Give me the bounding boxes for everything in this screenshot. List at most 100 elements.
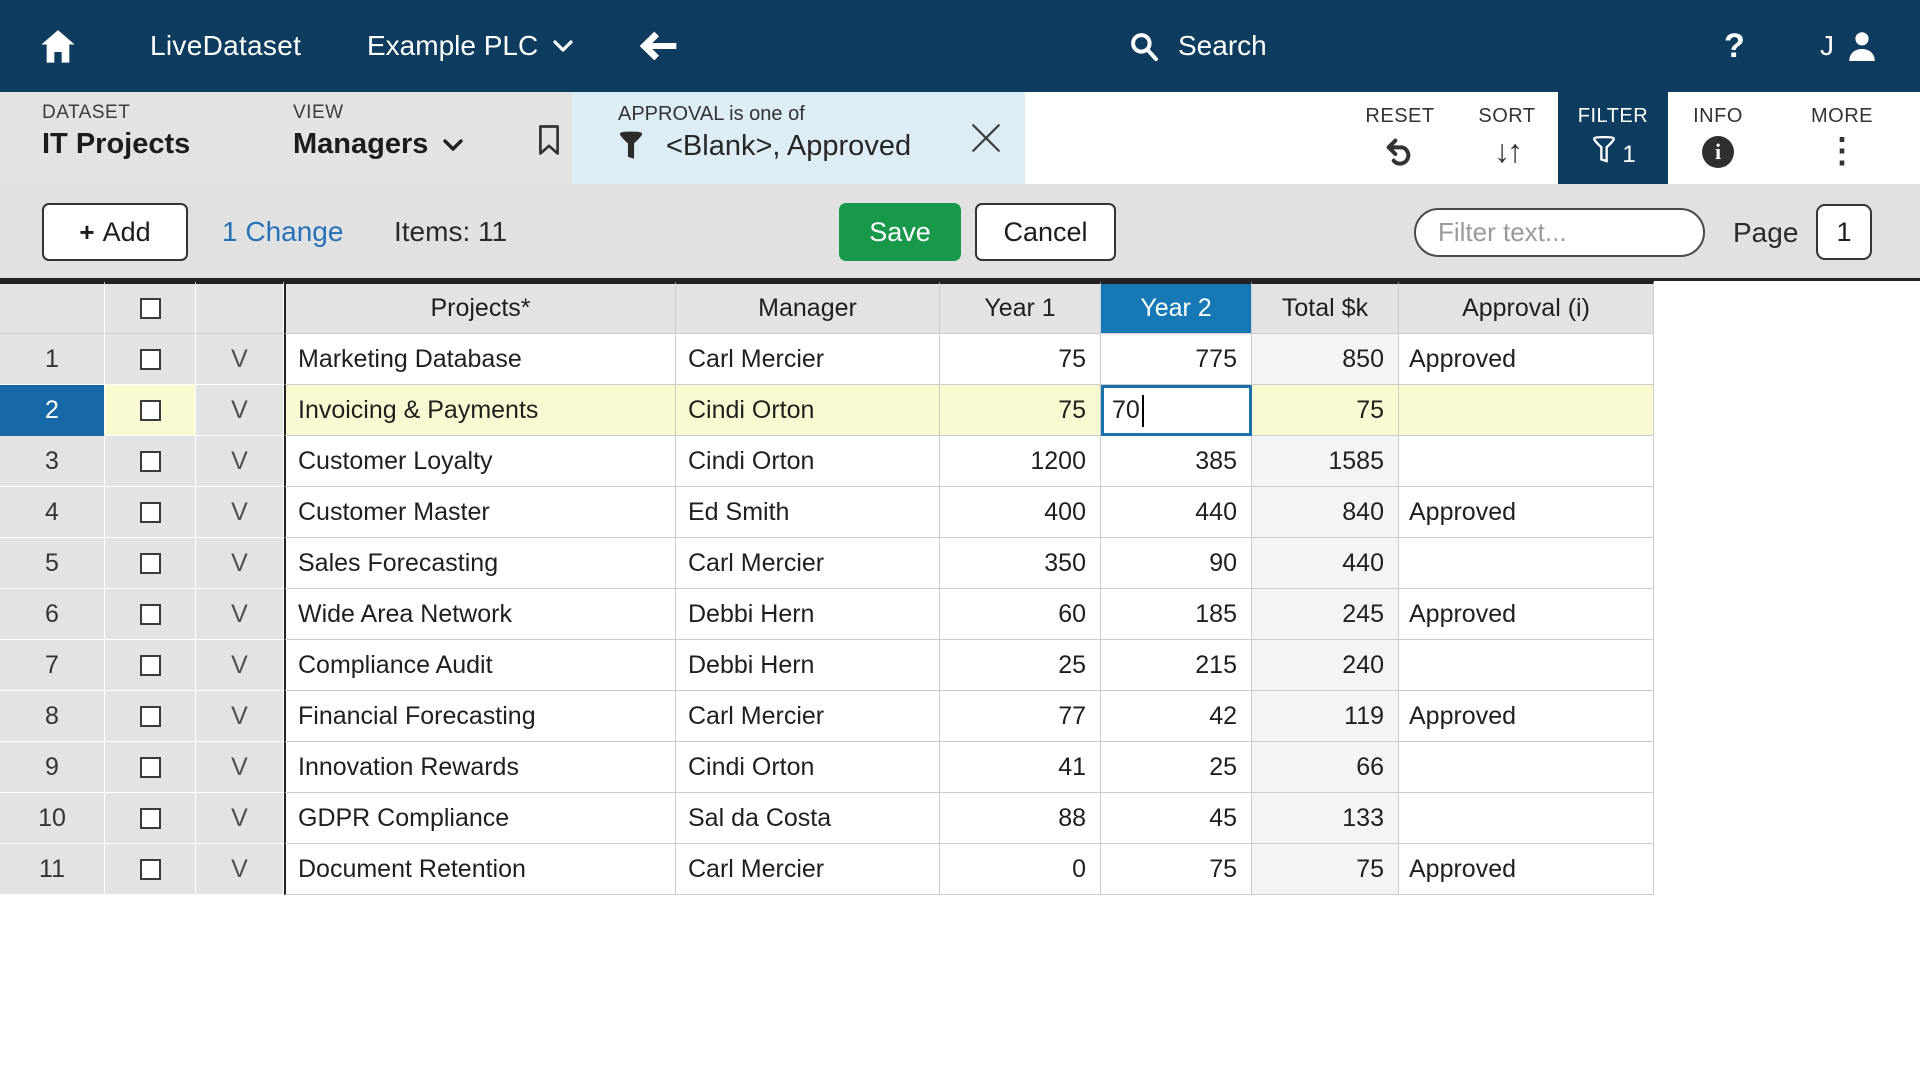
filter-text-input[interactable] (1414, 208, 1705, 257)
row-number-cell[interactable]: 8 (0, 691, 105, 742)
row-number-cell[interactable]: 9 (0, 742, 105, 793)
filter-remove-button[interactable] (962, 114, 1010, 162)
cell-manager[interactable]: Cindi Orton (676, 742, 940, 793)
cell-year1[interactable]: 60 (940, 589, 1101, 640)
cell-year2[interactable]: 45 (1101, 793, 1252, 844)
row-checkbox-cell[interactable] (105, 538, 196, 589)
cell-approval[interactable]: Approved (1399, 844, 1654, 895)
column-header-total[interactable]: Total $k (1252, 281, 1399, 334)
row-v-cell[interactable]: V (196, 640, 284, 691)
cell-project[interactable]: GDPR Compliance (284, 793, 676, 844)
column-header-projects[interactable]: Projects* (284, 281, 676, 334)
cell-project[interactable]: Financial Forecasting (284, 691, 676, 742)
row-v-cell[interactable]: V (196, 487, 284, 538)
row-checkbox[interactable] (139, 552, 161, 574)
row-number-cell[interactable]: 4 (0, 487, 105, 538)
user-menu[interactable]: J (1820, 0, 1880, 92)
row-v-cell[interactable]: V (196, 385, 284, 436)
cell-year1[interactable]: 41 (940, 742, 1101, 793)
info-button[interactable]: INFO i (1668, 92, 1768, 184)
cell-year2[interactable]: 440 (1101, 487, 1252, 538)
cell-year2[interactable]: 90 (1101, 538, 1252, 589)
cell-year2[interactable]: 215 (1101, 640, 1252, 691)
save-button[interactable]: Save (839, 203, 961, 261)
more-button[interactable]: MORE ⋮ (1792, 92, 1892, 184)
filter-chip-value-row[interactable]: <Blank>, Approved (618, 130, 911, 163)
cell-approval[interactable] (1399, 793, 1654, 844)
back-arrow-icon[interactable] (638, 0, 678, 92)
cell-manager[interactable]: Sal da Costa (676, 793, 940, 844)
row-v-cell[interactable]: V (196, 538, 284, 589)
column-header-approval[interactable]: Approval (i) (1399, 281, 1654, 334)
cell-year1[interactable]: 77 (940, 691, 1101, 742)
cell-manager[interactable]: Carl Mercier (676, 691, 940, 742)
cell-project[interactable]: Innovation Rewards (284, 742, 676, 793)
row-checkbox[interactable] (139, 756, 161, 778)
cell-approval[interactable]: Approved (1399, 487, 1654, 538)
cell-project[interactable]: Marketing Database (284, 334, 676, 385)
column-header-year1[interactable]: Year 1 (940, 281, 1101, 334)
row-checkbox-cell[interactable] (105, 844, 196, 895)
bookmark-icon[interactable] (536, 124, 562, 156)
row-number-cell[interactable]: 1 (0, 334, 105, 385)
row-v-cell[interactable]: V (196, 691, 284, 742)
row-checkbox-cell[interactable] (105, 691, 196, 742)
row-number-cell[interactable]: 11 (0, 844, 105, 895)
cell-approval[interactable] (1399, 436, 1654, 487)
cell-project[interactable]: Document Retention (284, 844, 676, 895)
cell-year2[interactable]: 25 (1101, 742, 1252, 793)
cell-manager[interactable]: Cindi Orton (676, 436, 940, 487)
cell-year1[interactable]: 350 (940, 538, 1101, 589)
row-checkbox[interactable] (139, 399, 161, 421)
row-number-cell[interactable]: 5 (0, 538, 105, 589)
cell-project[interactable]: Invoicing & Payments (284, 385, 676, 436)
cell-year1[interactable]: 75 (940, 385, 1101, 436)
row-checkbox[interactable] (139, 807, 161, 829)
cell-manager[interactable]: Cindi Orton (676, 385, 940, 436)
cell-year1[interactable]: 25 (940, 640, 1101, 691)
filter-button-active[interactable]: FILTER 1 (1558, 92, 1668, 184)
org-selector[interactable]: Example PLC (367, 0, 574, 92)
cell-year1[interactable]: 1200 (940, 436, 1101, 487)
cell-manager[interactable]: Carl Mercier (676, 334, 940, 385)
cell-manager[interactable]: Ed Smith (676, 487, 940, 538)
cell-manager[interactable]: Carl Mercier (676, 538, 940, 589)
row-v-cell[interactable]: V (196, 742, 284, 793)
row-checkbox[interactable] (139, 654, 161, 676)
cell-year2[interactable]: 75 (1101, 844, 1252, 895)
row-number-cell[interactable]: 10 (0, 793, 105, 844)
cell-year1[interactable]: 88 (940, 793, 1101, 844)
cell-manager[interactable]: Debbi Hern (676, 589, 940, 640)
row-v-cell[interactable]: V (196, 436, 284, 487)
view-selector[interactable]: VIEW Managers (293, 102, 464, 161)
cell-approval[interactable] (1399, 385, 1654, 436)
row-checkbox[interactable] (139, 858, 161, 880)
row-checkbox-cell[interactable] (105, 742, 196, 793)
cell-manager[interactable]: Debbi Hern (676, 640, 940, 691)
row-checkbox-cell[interactable] (105, 589, 196, 640)
column-header-year2[interactable]: Year 2 (1101, 281, 1252, 334)
row-checkbox[interactable] (139, 450, 161, 472)
cell-project[interactable]: Wide Area Network (284, 589, 676, 640)
cell-project[interactable]: Customer Master (284, 487, 676, 538)
row-checkbox-cell[interactable] (105, 793, 196, 844)
search-button[interactable]: Search (1128, 0, 1267, 92)
row-number-cell[interactable]: 6 (0, 589, 105, 640)
cell-year2[interactable]: 42 (1101, 691, 1252, 742)
cell-year2[interactable]: 385 (1101, 436, 1252, 487)
cell-approval[interactable]: Approved (1399, 589, 1654, 640)
row-number-cell[interactable]: 2 (0, 385, 105, 436)
column-header-manager[interactable]: Manager (676, 281, 940, 334)
row-checkbox[interactable] (139, 603, 161, 625)
row-checkbox-cell[interactable] (105, 385, 196, 436)
brand-title[interactable]: LiveDataset (150, 30, 302, 61)
cell-manager[interactable]: Carl Mercier (676, 844, 940, 895)
cell-project[interactable]: Sales Forecasting (284, 538, 676, 589)
cell-year2[interactable]: 185 (1101, 589, 1252, 640)
cell-approval[interactable] (1399, 742, 1654, 793)
cell-project[interactable]: Customer Loyalty (284, 436, 676, 487)
home-icon[interactable] (38, 0, 78, 92)
row-checkbox-cell[interactable] (105, 436, 196, 487)
add-button[interactable]: + Add (42, 203, 188, 261)
cell-year2-editing[interactable]: 70 (1101, 385, 1252, 436)
